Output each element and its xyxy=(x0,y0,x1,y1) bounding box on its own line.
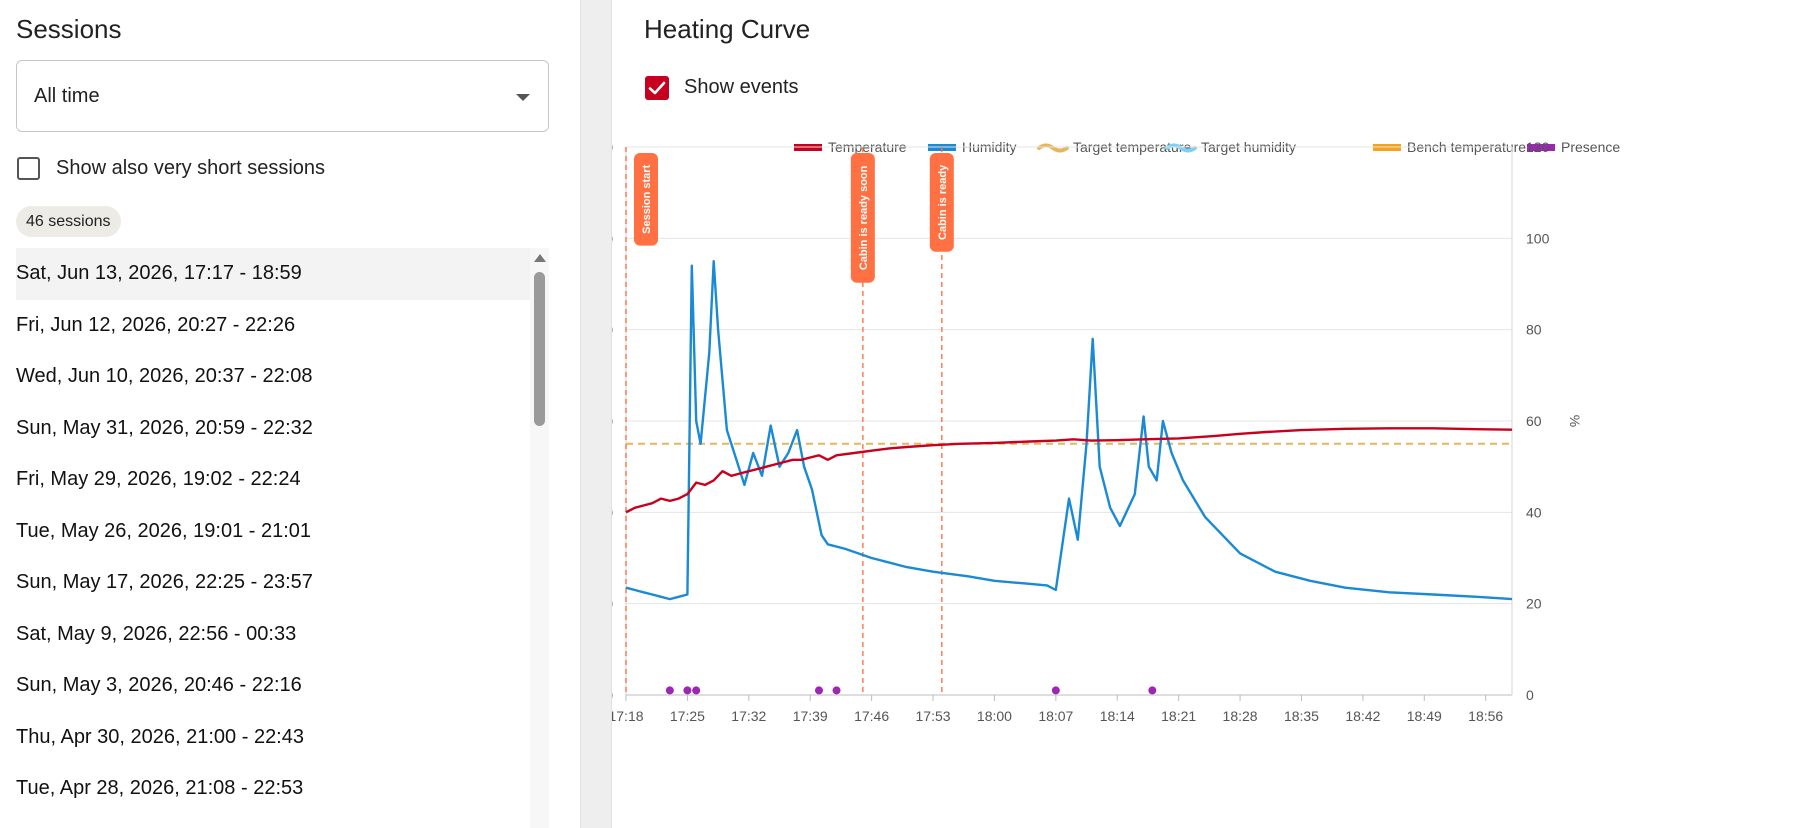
x-tick-label: 18:21 xyxy=(1161,708,1196,724)
short-sessions-checkbox[interactable] xyxy=(17,157,40,180)
sessions-title: Sessions xyxy=(16,14,122,44)
session-list-scrollbar[interactable] xyxy=(530,248,549,828)
session-list-item[interactable]: Thu, Apr 30, 2026, 21:00 - 22:43 xyxy=(16,725,304,748)
presence-point xyxy=(683,686,692,695)
temperature-line xyxy=(625,427,1513,514)
chart-grid xyxy=(625,146,1513,701)
y-tick-label: 0 xyxy=(612,687,613,703)
y-tick-label: 40 xyxy=(612,504,613,520)
heating-curve-chart: Temperature Humidity Target temperature Tar… xyxy=(612,139,1620,724)
x-tick-label: 17:46 xyxy=(854,708,889,724)
short-sessions-label[interactable]: Show also very short sessions xyxy=(56,157,326,179)
checkmark-icon xyxy=(648,81,666,95)
presence-point xyxy=(1051,686,1060,695)
x-tick-label: 18:07 xyxy=(1038,708,1073,724)
event-flag xyxy=(634,153,658,246)
x-tick-label: 17:32 xyxy=(731,708,766,724)
x-tick-label: 18:14 xyxy=(1100,708,1135,724)
y2-tick-label: 0 xyxy=(1526,687,1534,703)
scroll-up-arrow-icon[interactable] xyxy=(534,254,546,262)
session-list-item[interactable]: Sat, Jun 13, 2026, 17:17 - 18:59 xyxy=(16,248,530,300)
heating-curve-title: Heating Curve xyxy=(644,14,811,44)
x-tick-label: 18:49 xyxy=(1407,708,1442,724)
event-flag xyxy=(929,153,954,252)
presence-point xyxy=(1148,686,1157,695)
x-tick-label: 18:00 xyxy=(977,708,1012,724)
y2-tick-label: 40 xyxy=(1526,504,1542,520)
humidity-series xyxy=(625,260,1513,601)
x-tick-label: 18:35 xyxy=(1284,708,1319,724)
heating-curve-panel: Heating Curve Show events Temperature Hum… xyxy=(612,0,1795,828)
x-tick-label: 17:39 xyxy=(793,708,828,724)
presence-point xyxy=(832,686,841,695)
y2-tick-label: 60 xyxy=(1526,413,1542,429)
event-flag xyxy=(850,153,875,283)
x-tick-label: 18:56 xyxy=(1468,708,1503,724)
humidity-line xyxy=(625,260,1513,601)
session-list-item[interactable]: Sun, May 3, 2026, 20:46 - 22:16 xyxy=(16,674,302,696)
session-list-item[interactable]: Sat, May 9, 2026, 22:56 - 00:33 xyxy=(16,622,297,645)
presence-point xyxy=(665,686,674,695)
legend-swatch xyxy=(1037,143,1069,153)
y2-tick-label: 80 xyxy=(1526,322,1542,338)
y2-axis-label: % xyxy=(1567,415,1583,427)
x-tick-label: 17:53 xyxy=(916,708,951,724)
session-list-item[interactable]: Tue, Apr 28, 2026, 21:08 - 22:53 xyxy=(16,777,304,799)
session-list-item[interactable]: Fri, Jun 12, 2026, 20:27 - 22:26 xyxy=(16,313,296,336)
session-list-item[interactable]: Tue, May 26, 2026, 19:01 - 21:01 xyxy=(16,519,312,542)
panel-divider[interactable] xyxy=(580,0,612,828)
y2-tick-label: 120 xyxy=(1526,139,1550,155)
time-range-select[interactable]: All time xyxy=(16,60,549,132)
event-label: Cabin is ready soon xyxy=(858,165,870,270)
session-list-item[interactable]: Sun, May 17, 2026, 22:25 - 23:57 xyxy=(16,571,313,593)
y-tick-label: 100 xyxy=(612,230,613,246)
legend-swatch xyxy=(1527,144,1555,151)
presence-series xyxy=(665,686,1157,695)
legend-label: Presence xyxy=(1561,139,1620,155)
session-list-item[interactable]: Wed, Jun 10, 2026, 20:37 - 22:08 xyxy=(16,365,313,387)
temperature-series xyxy=(625,427,1513,514)
session-list-item[interactable]: Sun, May 31, 2026, 20:59 - 22:32 xyxy=(16,416,313,439)
presence-point xyxy=(814,686,823,695)
y2-tick-label: 100 xyxy=(1526,230,1550,246)
y-tick-label: 60 xyxy=(612,413,613,429)
chevron-down-icon xyxy=(516,94,530,101)
x-tick-label: 17:25 xyxy=(670,708,705,724)
time-range-value: All time xyxy=(34,85,100,107)
session-count-badge: 46 sessions xyxy=(16,206,121,237)
session-list: Sat, Jun 13, 2026, 17:17 - 18:59 Fri, Jun… xyxy=(16,248,530,828)
y-tick-label: 120 xyxy=(612,139,613,155)
y2-tick-label: 20 xyxy=(1526,596,1542,612)
event-label: Session start xyxy=(641,164,653,233)
x-tick-label: 18:28 xyxy=(1223,708,1258,724)
chart-axes: 0 20 40 60 80 100 120 0 20 40 60 80 100 120 17:18 17:25… xyxy=(612,139,1583,724)
y-tick-label: 20 xyxy=(612,596,613,612)
show-events-checkbox[interactable] xyxy=(645,76,669,100)
scrollbar-thumb[interactable] xyxy=(534,272,545,426)
x-tick-label: 18:42 xyxy=(1345,708,1380,724)
session-list-item[interactable]: Fri, May 29, 2026, 19:02 - 22:24 xyxy=(16,468,301,490)
event-label: Cabin is ready xyxy=(937,164,949,240)
sessions-panel: Sessions All time Show also very short s… xyxy=(0,0,580,828)
presence-point xyxy=(692,686,701,695)
legend-swatch xyxy=(1165,143,1197,153)
x-tick-label: 17:18 xyxy=(612,708,644,724)
y-tick-label: 80 xyxy=(612,322,613,338)
event-markers: Session start Cabin is ready soon Cabin is… xyxy=(625,147,954,695)
show-events-label[interactable]: Show events xyxy=(684,76,799,98)
